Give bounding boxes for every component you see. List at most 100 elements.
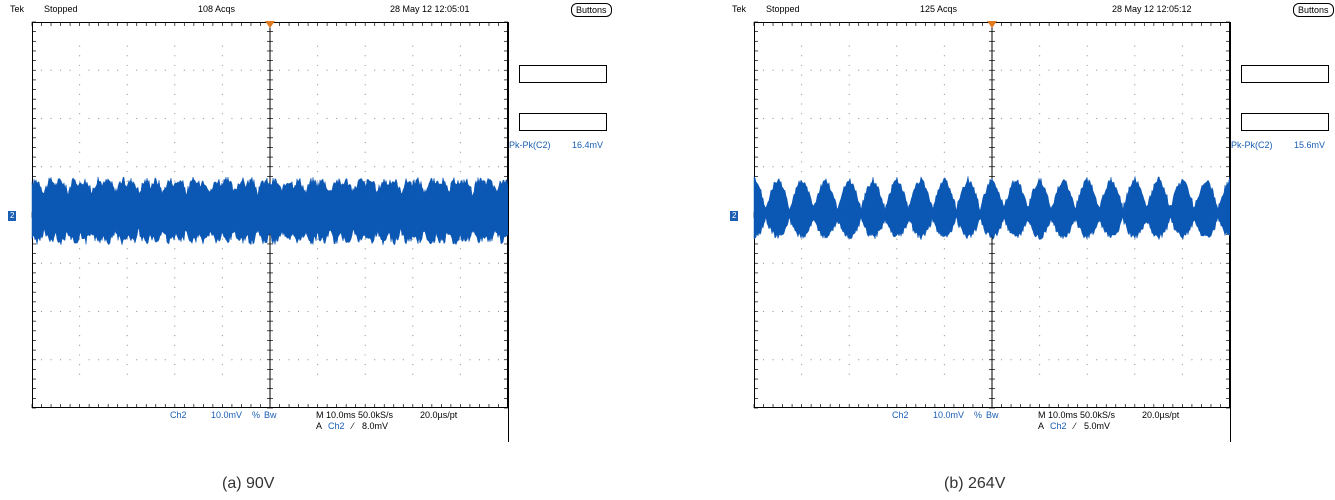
grid-dot	[1134, 315, 1136, 317]
grid-dot	[145, 117, 147, 120]
grid-dot	[1010, 262, 1012, 264]
grid-dot	[421, 69, 423, 71]
grid-dot	[364, 132, 366, 134]
grid-dot	[393, 117, 395, 120]
grid-dot	[412, 277, 414, 279]
grid-dot	[297, 166, 300, 168]
panel-caption: (a) 90V	[222, 475, 275, 492]
grid-dot	[1000, 310, 1003, 313]
grid-dot	[839, 310, 841, 313]
grid-dot	[450, 69, 452, 71]
measurement-box-1[interactable]	[519, 65, 607, 83]
grid-dot	[174, 45, 176, 47]
grid-dot	[943, 363, 945, 366]
grid-dot	[1039, 84, 1041, 86]
grid-dot	[174, 170, 176, 173]
grid-dot	[877, 117, 879, 120]
grid-dot	[972, 262, 974, 264]
grid-dot	[810, 359, 812, 361]
grid-dot	[848, 363, 850, 366]
grid-dot	[164, 117, 166, 120]
grid-dot	[126, 306, 128, 308]
grid-dot	[848, 238, 850, 240]
grid-dot	[79, 132, 81, 134]
grid-dot	[1134, 55, 1136, 57]
grid-dot	[364, 180, 366, 182]
grid-dot	[488, 117, 490, 120]
grid-dot	[1039, 296, 1041, 298]
grid-dot	[174, 354, 176, 356]
grid-dot	[240, 117, 243, 120]
grid-dot	[972, 69, 974, 71]
grid-dot	[421, 359, 423, 361]
grid-dot	[231, 166, 233, 168]
grid-dot	[1096, 117, 1098, 120]
grid-dot	[1096, 359, 1098, 361]
grid-dot	[1039, 161, 1041, 163]
grid-dot	[1134, 132, 1136, 134]
grid-dot	[1105, 262, 1107, 264]
grid-dot	[896, 286, 898, 288]
grid-dot	[440, 166, 442, 168]
grid-dot	[1124, 310, 1126, 313]
grid-dot	[374, 69, 376, 71]
grid-dot	[1153, 310, 1155, 313]
measurement-label: Pk-Pk(C2)	[509, 140, 551, 150]
buttons-button[interactable]: Buttons	[571, 3, 612, 17]
measurement-box-2[interactable]	[1241, 113, 1329, 131]
grid-dot	[1115, 117, 1117, 120]
grid-dot	[848, 315, 850, 317]
grid-dot	[867, 262, 869, 264]
grid-dot	[412, 122, 414, 124]
grid-dot	[317, 257, 319, 260]
grid-dot	[1210, 117, 1212, 120]
grid-dot	[421, 310, 423, 313]
grid-dot	[459, 132, 461, 134]
grid-dot	[1162, 262, 1164, 264]
grid-dot	[1162, 117, 1164, 120]
grid-dot	[126, 45, 128, 47]
grid-dot	[469, 117, 471, 120]
grid-dot	[801, 257, 803, 260]
grid-dot	[497, 310, 500, 313]
buttons-button[interactable]: Buttons	[1293, 3, 1334, 17]
measurement-box-1[interactable]	[1241, 65, 1329, 83]
grid-dot	[98, 166, 100, 168]
grid-dot	[781, 359, 784, 361]
grid-dot	[431, 69, 433, 71]
grid-dot	[107, 310, 109, 313]
grid-dot	[317, 325, 319, 327]
grid-dot	[278, 262, 281, 264]
grid-dot	[1134, 286, 1136, 288]
grid-dot	[772, 69, 774, 71]
grid-dot	[905, 262, 907, 264]
grid-dot	[383, 69, 385, 71]
grid-dot	[126, 344, 128, 346]
grid-dot	[497, 262, 500, 264]
grid-dot	[877, 359, 879, 361]
footer-scale: 10.0mV	[933, 410, 965, 420]
grid-dot	[79, 363, 81, 366]
grid-dot	[297, 262, 300, 264]
grid-dot	[1086, 74, 1088, 76]
grid-dot	[288, 310, 290, 313]
grid-dot	[412, 315, 414, 317]
grid-dot	[155, 117, 157, 120]
grid-dot	[450, 117, 452, 120]
grid-dot	[240, 166, 243, 168]
rising-edge-icon: ⁄	[1074, 421, 1076, 431]
grid-dot	[459, 286, 461, 288]
grid-dot	[250, 166, 252, 168]
grid-dot	[1039, 325, 1041, 327]
grid-dot	[1191, 310, 1193, 313]
grid-dot	[202, 69, 204, 71]
grid-dot	[79, 354, 81, 356]
grid-dot	[317, 296, 319, 298]
grid-dot	[953, 262, 955, 264]
measurement-box-2[interactable]	[519, 113, 607, 131]
grid-dot	[50, 310, 52, 313]
scope-screen	[753, 21, 1231, 409]
grid-dot	[829, 117, 831, 120]
grid-dot	[459, 103, 461, 105]
grid-dot	[1086, 113, 1088, 115]
